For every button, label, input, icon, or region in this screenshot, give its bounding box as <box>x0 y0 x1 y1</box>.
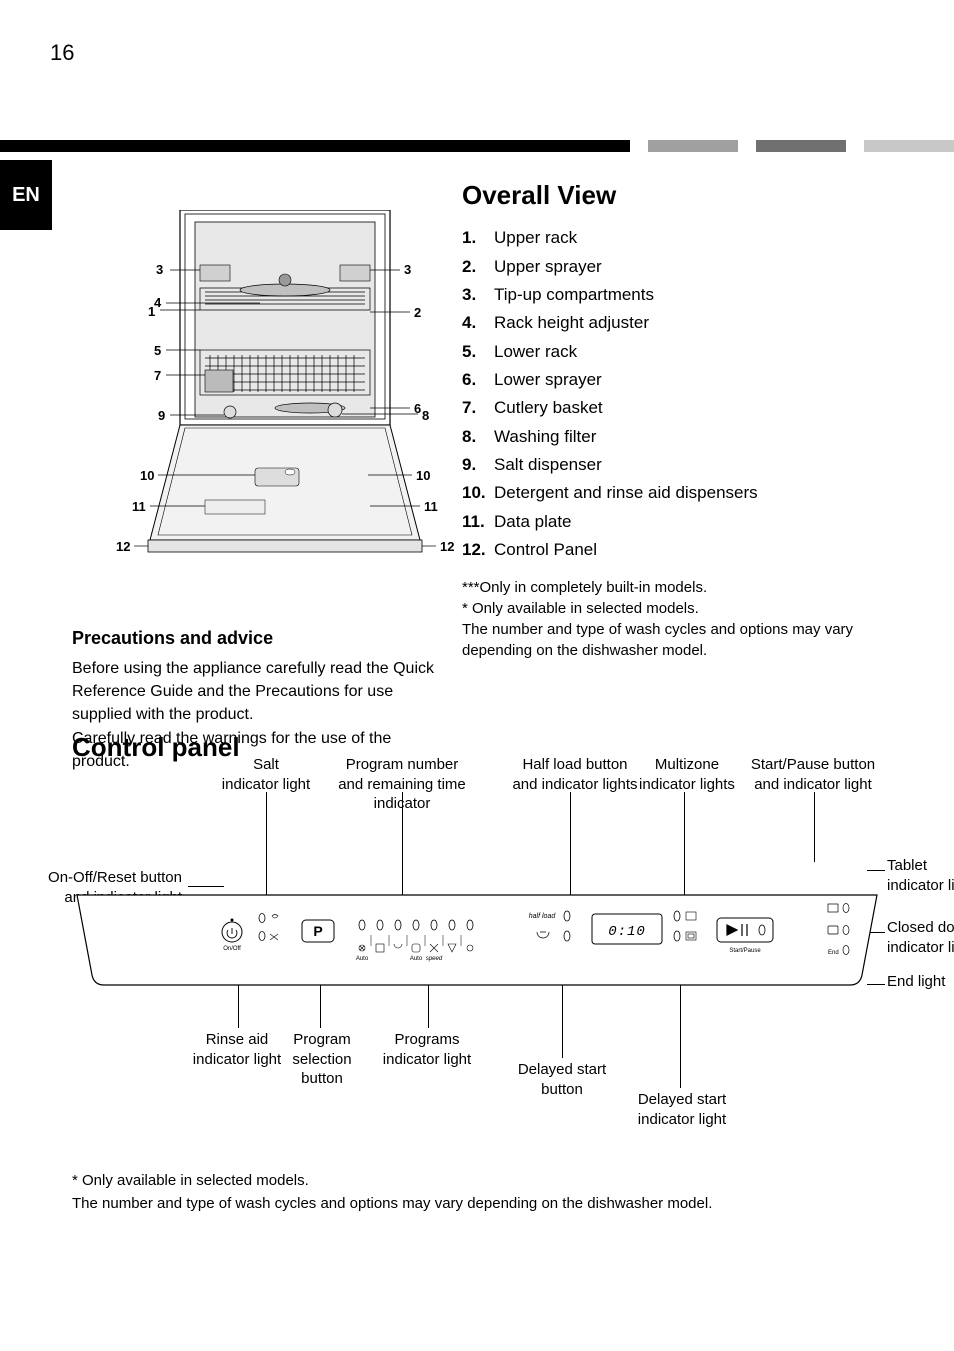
txt-auto2: Auto <box>410 956 423 962</box>
item-number: 12. <box>462 537 494 563</box>
lbl-delay: Delayed start button <box>507 1060 617 1099</box>
item-number: 7. <box>462 395 494 421</box>
callout-11l: 11 <box>132 499 146 514</box>
header-bar-1 <box>648 140 738 152</box>
callout-12l: 12 <box>116 539 130 554</box>
line-onoff <box>188 886 224 887</box>
txt-speed: speed <box>426 956 443 962</box>
item-label: Cutlery basket <box>494 395 892 421</box>
overall-view-heading: Overall View <box>462 175 892 215</box>
item-row: 8.Washing filter <box>462 424 892 450</box>
display-time: 0:10 <box>608 924 646 940</box>
callout-11r: 11 <box>424 499 438 514</box>
header-bar-3 <box>864 140 954 152</box>
item-number: 10. <box>462 480 494 506</box>
item-row: 7.Cutlery basket <box>462 395 892 421</box>
header-bars <box>0 140 954 156</box>
item-label: Data plate <box>494 509 892 535</box>
precaution-heading: Precautions and advice <box>72 625 442 651</box>
item-row: 3.Tip-up compartments <box>462 282 892 308</box>
item-row: 10.Detergent and rinse aid dispensers <box>462 480 892 506</box>
lbl-closeddoor: Closed door indicator light <box>887 918 954 957</box>
lang-tab: EN <box>0 160 52 230</box>
item-label: Detergent and rinse aid dispensers <box>494 480 892 506</box>
item-row: 9.Salt dispenser <box>462 452 892 478</box>
item-label: Washing filter <box>494 424 892 450</box>
callout-10r: 10 <box>416 468 430 483</box>
item-label: Lower sprayer <box>494 367 892 393</box>
item-list: 1.Upper rack2.Upper sprayer3.Tip-up comp… <box>462 225 892 563</box>
item-label: Upper rack <box>494 225 892 251</box>
control-panel-diagram: Salt indicator light Program number and … <box>72 760 882 1160</box>
line-tablet <box>867 870 885 871</box>
callout-4: 4 <box>154 295 161 310</box>
item-row: 5.Lower rack <box>462 339 892 365</box>
appliance-diagram: 3 1 4 5 7 9 10 11 12 3 2 6 8 10 11 12 <box>110 210 460 590</box>
item-label: Lower rack <box>494 339 892 365</box>
callout-9: 9 <box>158 408 165 423</box>
item-number: 5. <box>462 339 494 365</box>
item-row: 4.Rack height adjuster <box>462 310 892 336</box>
item-label: Upper sprayer <box>494 254 892 280</box>
lbl-salt: Salt indicator light <box>216 755 316 794</box>
line-start <box>814 792 815 862</box>
overall-view-list: Overall View 1.Upper rack2.Upper sprayer… <box>462 175 892 661</box>
callout-6: 6 <box>414 401 421 416</box>
txt-auto1: Auto <box>356 956 369 962</box>
txt-halfload: half load <box>529 913 557 920</box>
lbl-delayind: Delayed start indicator light <box>622 1090 742 1129</box>
item-number: 6. <box>462 367 494 393</box>
item-row: 1.Upper rack <box>462 225 892 251</box>
item-number: 3. <box>462 282 494 308</box>
header-bar-2 <box>756 140 846 152</box>
txt-startpause: Start/Pause <box>729 948 761 954</box>
lbl-start: Start/Pause button and indicator light <box>738 755 888 794</box>
item-number: 8. <box>462 424 494 450</box>
page-footnote: * Only available in selected models. The… <box>72 1170 892 1215</box>
item-row: 2.Upper sprayer <box>462 254 892 280</box>
item-number: 4. <box>462 310 494 336</box>
item-row: 11.Data plate <box>462 509 892 535</box>
panel-svg: On/Off P <box>72 890 882 1020</box>
item-label: Rack height adjuster <box>494 310 892 336</box>
lbl-progbtn: Program selection button <box>272 1030 372 1089</box>
lbl-tablet: Tablet indicator light <box>887 856 954 895</box>
callout-3r: 3 <box>404 262 411 277</box>
lbl-multizone: Multizone indicator lights <box>637 755 737 794</box>
lbl-halfload: Half load button and indicator lights <box>510 755 640 794</box>
lbl-end: End light <box>887 972 954 992</box>
callout-7: 7 <box>154 368 161 383</box>
callout-8: 8 <box>422 408 429 423</box>
item-number: 1. <box>462 225 494 251</box>
item-row: 12.Control Panel <box>462 537 892 563</box>
txt-end: End <box>828 950 839 956</box>
lbl-proglights: Programs indicator light <box>372 1030 482 1069</box>
txt-p: P <box>313 923 322 939</box>
callout-3l: 3 <box>156 262 163 277</box>
overall-note: ***Only in completely built-in models. *… <box>462 577 892 661</box>
item-label: Tip-up compartments <box>494 282 892 308</box>
callout-12r: 12 <box>440 539 454 554</box>
item-row: 6.Lower sprayer <box>462 367 892 393</box>
item-number: 11. <box>462 509 494 535</box>
callout-5: 5 <box>154 343 161 358</box>
item-label: Control Panel <box>494 537 892 563</box>
page-number: 16 <box>50 40 74 66</box>
item-number: 2. <box>462 254 494 280</box>
header-bar-main <box>0 140 630 152</box>
callout-10l: 10 <box>140 468 154 483</box>
callout-2: 2 <box>414 305 421 320</box>
txt-onoff: On/Off <box>223 946 241 952</box>
panel-title: Control panel <box>72 732 240 763</box>
item-number: 9. <box>462 452 494 478</box>
item-label: Salt dispenser <box>494 452 892 478</box>
